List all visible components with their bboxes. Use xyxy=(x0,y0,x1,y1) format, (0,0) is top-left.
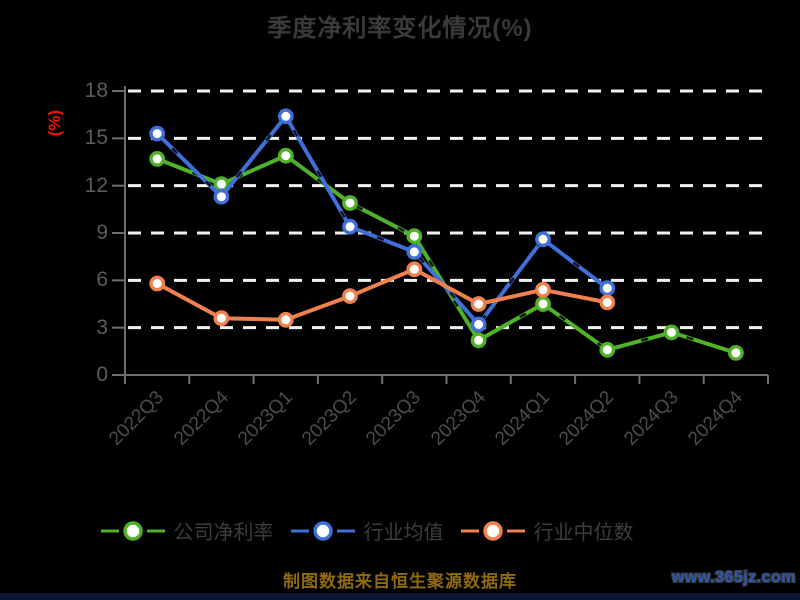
data-point-marker xyxy=(149,150,166,167)
data-point-marker xyxy=(470,296,487,312)
data-point-marker xyxy=(406,243,423,260)
y-axis-tick-label: 18 xyxy=(84,79,108,102)
watermark-link[interactable]: www.365jz.com xyxy=(671,569,796,586)
bottom-edge-strip xyxy=(0,593,800,600)
data-point-marker xyxy=(599,341,616,358)
data-point-marker xyxy=(149,125,166,142)
y-axis-tick-label: 0 xyxy=(96,363,108,386)
data-point-marker xyxy=(277,147,294,164)
data-point-marker xyxy=(342,288,358,304)
legend-item-industry-mean[interactable]: 行业均值 xyxy=(290,516,444,545)
data-point-marker xyxy=(599,294,616,311)
data-point-marker xyxy=(470,316,487,333)
legend-line-circle-icon xyxy=(460,520,525,541)
y-axis-tick-label: 3 xyxy=(96,316,108,339)
data-point-marker xyxy=(728,344,744,361)
y-axis-tick-label: 15 xyxy=(84,126,108,149)
y-axis-tick-label: 9 xyxy=(96,221,108,244)
series-line xyxy=(155,267,610,322)
data-point-marker xyxy=(342,218,358,235)
legend-line-circle-icon xyxy=(100,520,165,541)
legend-item-company-net-margin[interactable]: 公司净利率 xyxy=(100,516,274,545)
data-point-marker xyxy=(599,280,616,297)
data-point-marker xyxy=(535,281,551,298)
data-point-marker xyxy=(213,310,230,327)
legend-label: 公司净利率 xyxy=(173,522,274,544)
data-point-marker xyxy=(406,261,423,278)
data-source-note: 制图数据来自恒生聚源数据库 xyxy=(283,572,517,591)
chart-title: 季度净利率变化情况(%) xyxy=(267,15,533,42)
data-point-marker xyxy=(213,188,230,205)
data-point-marker xyxy=(342,195,358,211)
series-line-dash-accent xyxy=(156,114,609,327)
data-point-marker xyxy=(535,231,551,248)
legend-line-circle-icon xyxy=(290,520,355,541)
data-point-marker xyxy=(663,324,680,341)
data-point-marker xyxy=(277,108,294,125)
legend: 公司净利率 行业均值 行业中位数 xyxy=(0,516,800,545)
data-point-marker xyxy=(149,275,166,292)
y-axis-tick-label: 6 xyxy=(96,268,108,291)
legend-label: 行业均值 xyxy=(363,522,444,544)
y-axis-tick-label: 12 xyxy=(84,174,108,197)
legend-label: 行业中位数 xyxy=(533,522,634,544)
legend-item-industry-median[interactable]: 行业中位数 xyxy=(460,516,634,545)
data-point-marker xyxy=(406,228,423,245)
data-point-marker xyxy=(277,311,294,328)
data-point-marker xyxy=(535,296,551,312)
data-point-marker xyxy=(470,332,487,349)
